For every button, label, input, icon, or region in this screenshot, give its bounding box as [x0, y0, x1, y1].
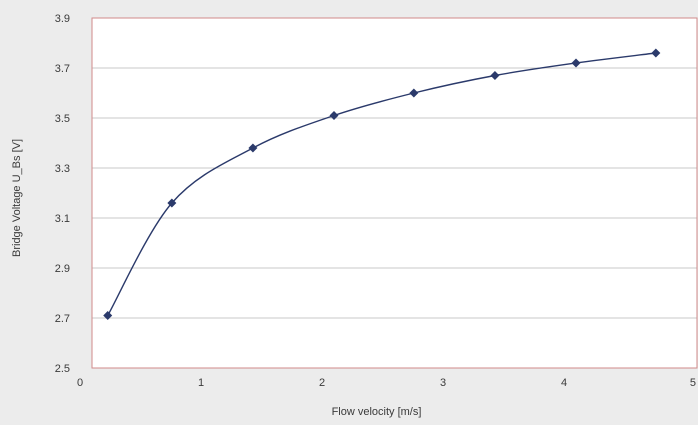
x-tick-label: 4	[561, 377, 567, 389]
data-point-5	[490, 71, 500, 80]
y-tick-label: 3.5	[55, 113, 70, 125]
x-tick-label: 1	[198, 377, 204, 389]
data-point-4	[409, 88, 419, 98]
y-tick-label: 3.3	[55, 163, 70, 175]
plot-area	[92, 18, 697, 368]
plot-border	[91, 17, 698, 369]
data-point-7	[651, 48, 661, 58]
data-point-6	[571, 58, 581, 68]
y-tick-label: 3.9	[55, 13, 70, 25]
x-axis-title: Flow velocity [m/s]	[332, 406, 422, 418]
x-tick-label: 2	[319, 377, 325, 389]
y-tick-label: 2.5	[55, 363, 70, 375]
y-tick-label: 3.1	[55, 213, 70, 225]
y-tick-label: 3.7	[55, 63, 70, 75]
x-tick-labels: 0 1 2 3 4 5	[77, 377, 696, 389]
data-point-1	[167, 198, 177, 208]
y-axis-title: Bridge Voltage U_Bs [V]	[11, 139, 23, 257]
data-point-2	[248, 143, 258, 153]
y-tick-label: 2.9	[55, 263, 70, 275]
x-tick-label: 5	[690, 377, 696, 389]
x-tick-label: 3	[440, 377, 446, 389]
series-markers	[103, 48, 661, 320]
y-tick-label: 2.7	[55, 313, 70, 325]
data-point-0	[103, 311, 113, 320]
y-tick-labels: 2.5 2.7 2.9 3.1 3.3 3.5 3.7 3.9	[55, 13, 70, 375]
data-point-3	[329, 111, 339, 120]
x-tick-label: 0	[77, 377, 83, 389]
